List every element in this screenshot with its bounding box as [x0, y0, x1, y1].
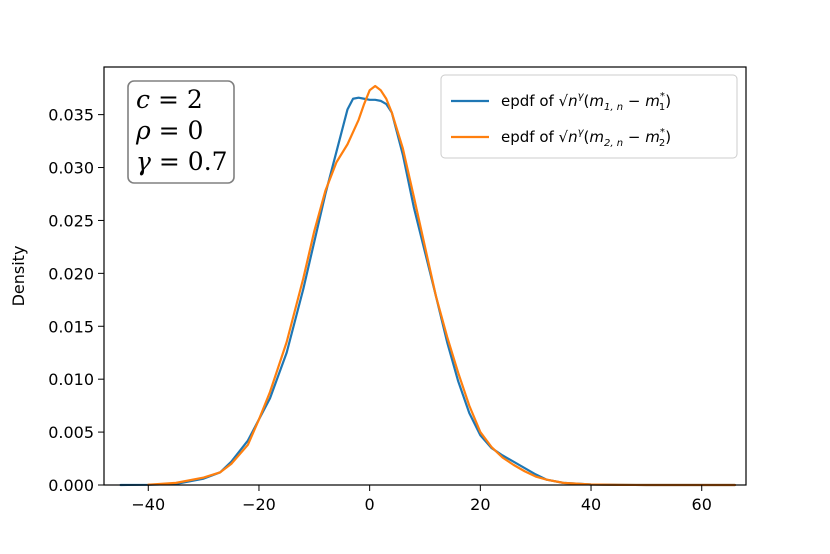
- y-axis: 0.000 0.005 0.010 0.015 0.020 0.025 0.030 0.035: [48, 106, 104, 495]
- param-c: c = 2: [136, 85, 203, 114]
- y-tick-label: 0.005: [48, 423, 94, 442]
- y-tick-label: 0.035: [48, 106, 94, 125]
- param-rho-value: = 0: [151, 116, 204, 145]
- y-tick-label: 0.025: [48, 211, 94, 230]
- y-axis-title: Density: [9, 246, 28, 307]
- plot-area: [119, 84, 737, 487]
- legend-frame: [440, 74, 738, 159]
- param-gamma-value: = 0.7: [151, 147, 228, 176]
- y-tick-label: 0.030: [48, 159, 94, 178]
- param-rho-symbol: ρ: [135, 116, 151, 145]
- parameter-box: c = 2 ρ = 0 γ = 0.7: [127, 80, 235, 184]
- parameter-box-frame: [127, 80, 235, 184]
- y-tick-label: 0.000: [48, 476, 94, 495]
- x-tick-label: 40: [581, 495, 601, 514]
- x-tick-label: 60: [692, 495, 712, 514]
- param-gamma: γ = 0.7: [136, 147, 228, 176]
- legend-label-series-1: epdf of √nγ(m1, n − m* 1): [501, 91, 671, 113]
- legend: epdf of √nγ(m1, n − m* 1) epdf of √nγ(m2,…: [440, 74, 738, 159]
- x-tick-label: 20: [470, 495, 490, 514]
- x-tick-label: −20: [242, 495, 276, 514]
- plot-frame: [103, 66, 747, 486]
- param-rho: ρ = 0: [135, 116, 203, 145]
- x-tick-label: −40: [131, 495, 165, 514]
- legend-label-series-2: epdf of √nγ(m2, n − m* 2): [501, 127, 671, 149]
- x-tick-label: 0: [365, 495, 375, 514]
- param-gamma-symbol: γ: [136, 147, 151, 176]
- y-tick-label: 0.010: [48, 370, 94, 389]
- y-tick-label: 0.015: [48, 317, 94, 336]
- param-c-symbol: c: [136, 85, 150, 114]
- y-tick-label: 0.020: [48, 264, 94, 283]
- param-c-value: = 2: [150, 85, 203, 114]
- series-line-2: [147, 84, 737, 487]
- x-axis: −40 −20 0 20 40 60: [131, 485, 712, 514]
